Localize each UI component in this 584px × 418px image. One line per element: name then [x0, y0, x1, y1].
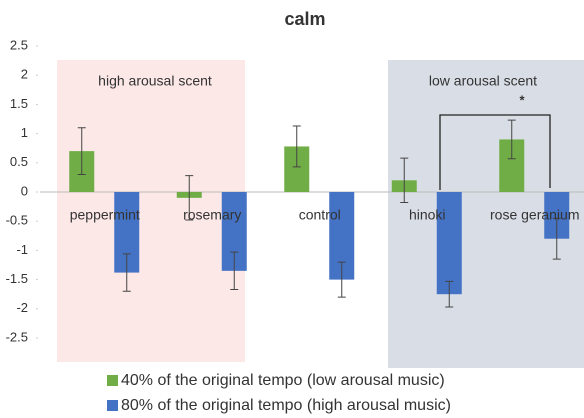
legend-label: 40% of the original tempo (low arousal m…: [121, 372, 445, 389]
significance-bracket: [439, 114, 551, 190]
legend-swatch: [107, 375, 118, 386]
significance-star: *: [519, 92, 525, 107]
error-bar: [122, 253, 131, 292]
error-bar: [292, 125, 301, 168]
y-tick-label: 2: [21, 67, 28, 82]
x-tick-label: peppermint: [70, 207, 140, 223]
x-tick-label: rose geranium: [490, 207, 580, 223]
y-tick-label: 1.5: [10, 96, 28, 111]
y-tick-label: 1: [21, 125, 28, 140]
y-tick-label: -1.5: [6, 271, 28, 286]
x-tick-label: hinoki: [409, 207, 446, 223]
error-bar: [185, 175, 194, 221]
error-bar: [337, 261, 346, 298]
y-tick-label: -0.5: [6, 213, 28, 228]
error-bar: [552, 217, 561, 260]
high-arousal-region: [57, 60, 245, 362]
error-bar: [445, 280, 454, 308]
y-tick-label: -2: [16, 300, 28, 315]
x-tick-label: control: [299, 207, 341, 223]
error-bar: [400, 157, 409, 204]
error-bar: [230, 251, 239, 291]
y-tick-label: 0.5: [10, 154, 28, 169]
y-tick-label: 2.5: [10, 37, 28, 52]
chart-title: calm: [284, 9, 325, 29]
bar: [436, 192, 462, 295]
y-tick-label: 0: [21, 183, 28, 198]
error-bar: [77, 127, 86, 175]
legend-swatch: [107, 400, 118, 411]
legend-label: 80% of the original tempo (high arousal …: [121, 397, 451, 414]
y-tick-label: -1: [16, 242, 28, 257]
annotation: low arousal scent: [429, 73, 537, 89]
error-bar: [507, 119, 516, 160]
annotation: high arousal scent: [98, 73, 212, 89]
y-tick-label: -2.5: [6, 329, 28, 344]
x-tick-label: rosemary: [183, 207, 241, 223]
